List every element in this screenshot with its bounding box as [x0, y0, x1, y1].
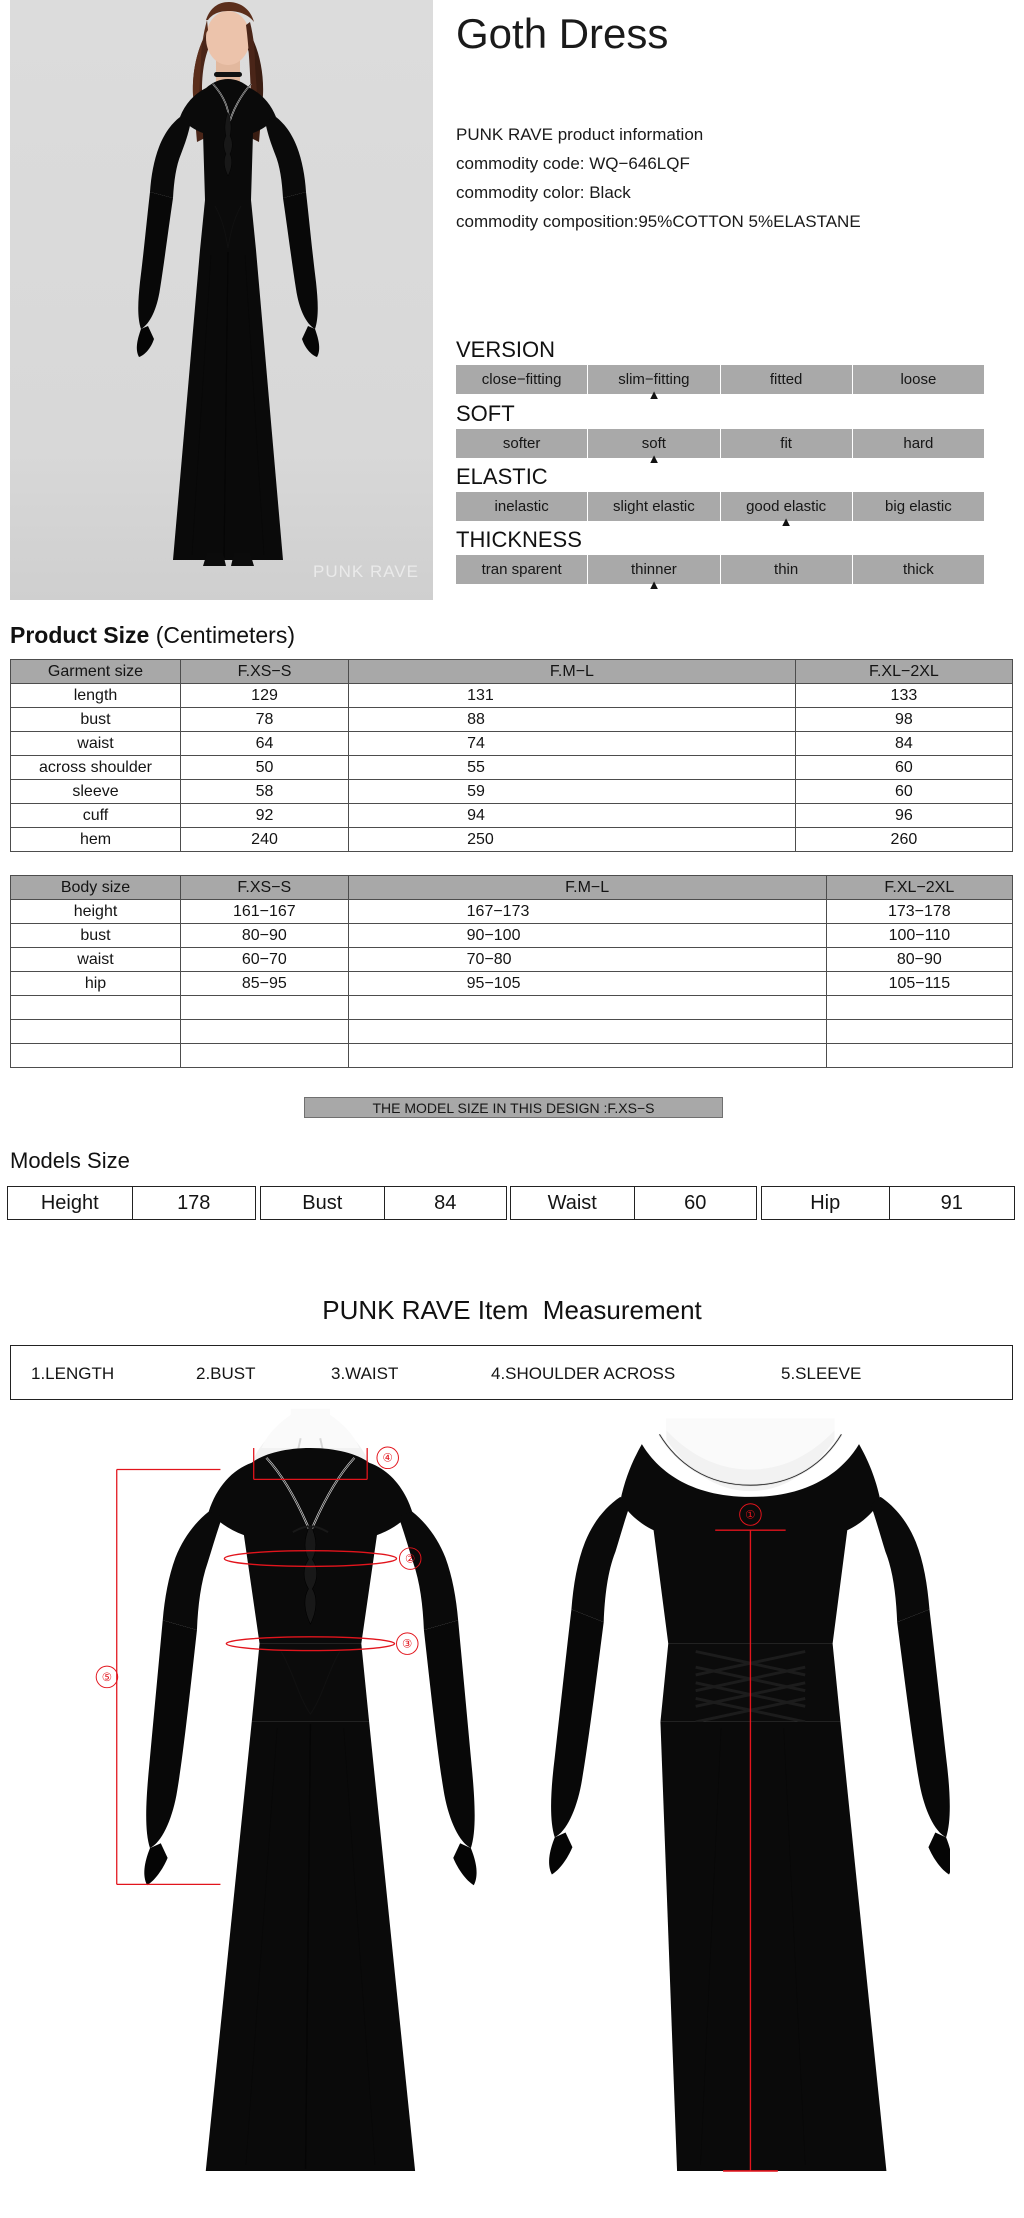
- svg-text:①: ①: [745, 1508, 756, 1521]
- svg-text:②: ②: [405, 1552, 416, 1565]
- svg-text:③: ③: [402, 1638, 413, 1651]
- svg-text:④: ④: [382, 1452, 393, 1465]
- svg-text:⑤: ⑤: [102, 1671, 113, 1684]
